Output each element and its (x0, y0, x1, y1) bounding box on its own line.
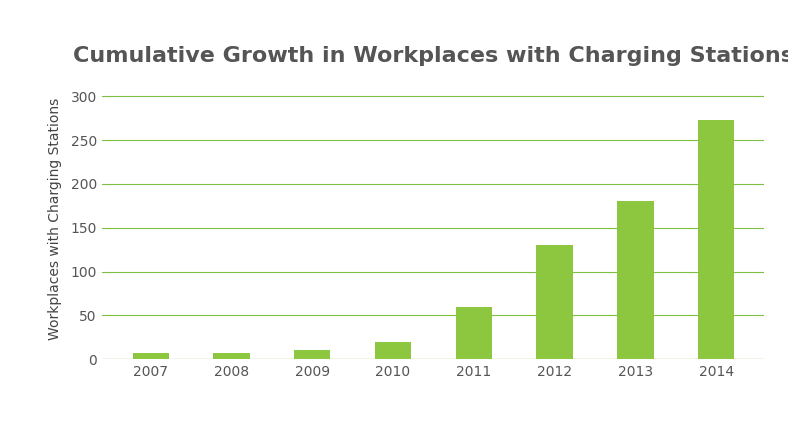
Bar (132, 353, 169, 359)
Y-axis label: Workplaces with Charging Stations: Workplaces with Charging Stations (48, 98, 62, 340)
Bar (294, 350, 330, 359)
Bar (455, 307, 492, 359)
Bar (617, 201, 653, 359)
Bar (214, 353, 250, 359)
Bar (537, 245, 573, 359)
Title: Cumulative Growth in Workplaces with Charging Stations: Cumulative Growth in Workplaces with Cha… (73, 46, 788, 66)
Bar (698, 120, 734, 359)
Bar (375, 342, 411, 359)
